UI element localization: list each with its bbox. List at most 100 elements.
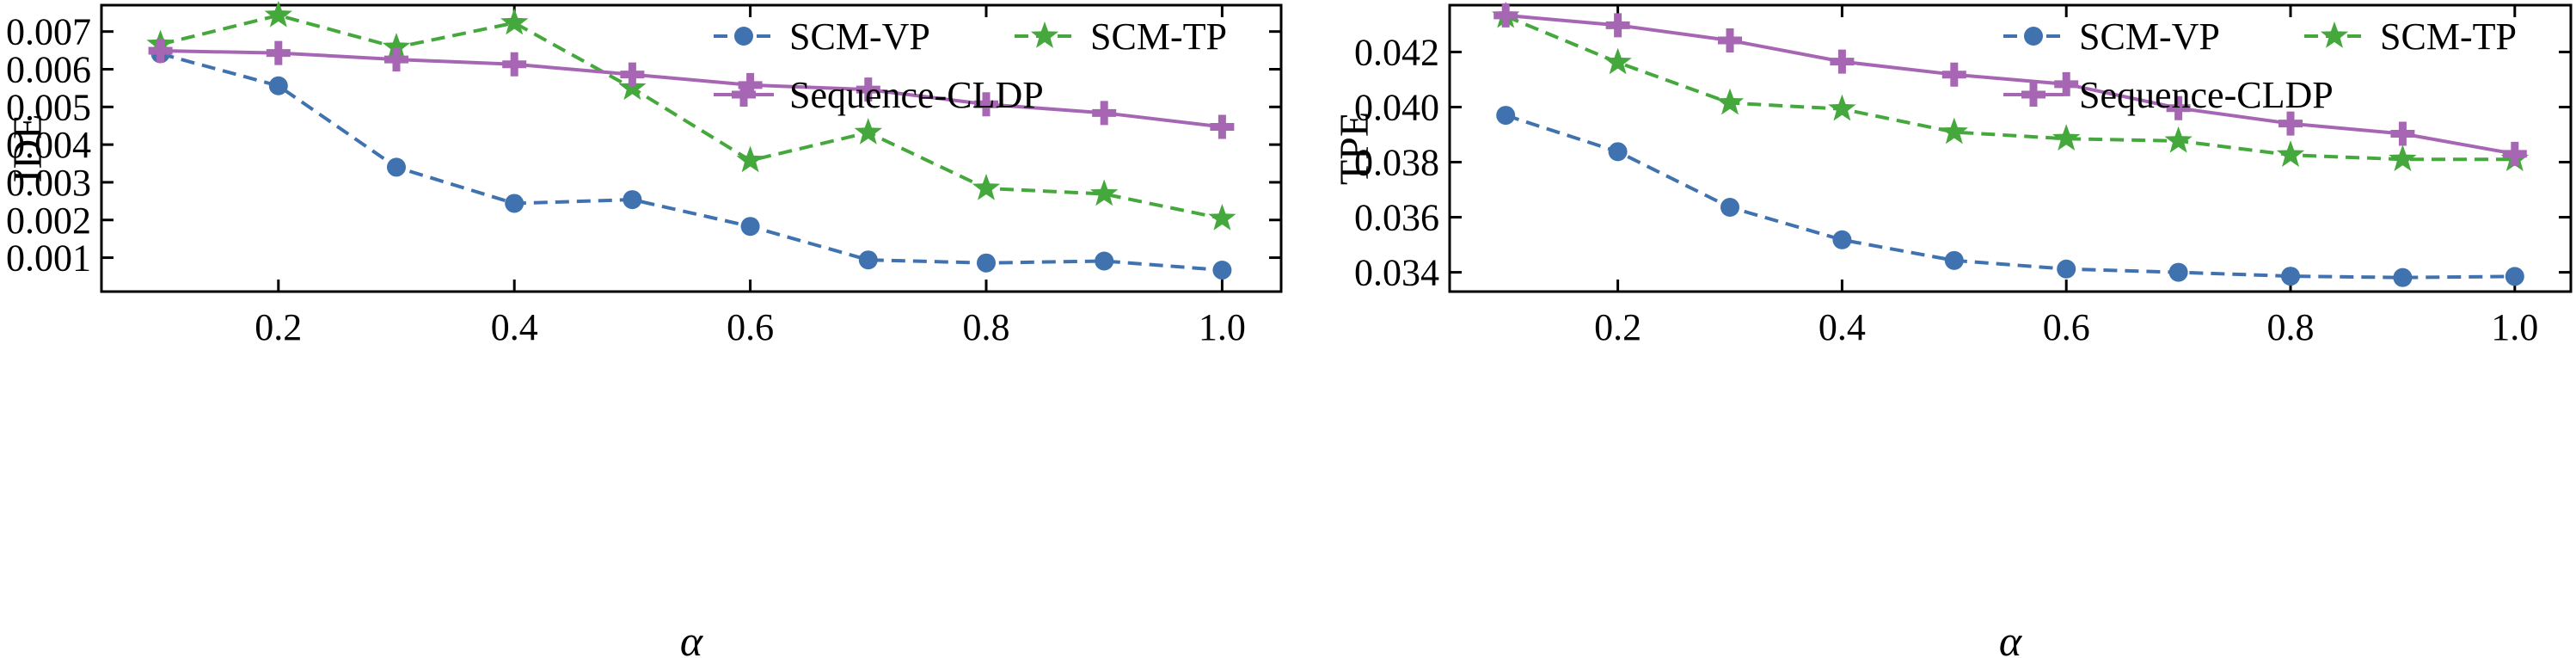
data-point xyxy=(2276,140,2305,167)
series-scm-vp xyxy=(1496,106,2524,287)
y-tick-label: 0.003 xyxy=(6,162,91,204)
data-point xyxy=(2052,124,2081,151)
x-tick-label: 0.4 xyxy=(491,306,538,348)
data-point xyxy=(854,118,882,145)
data-point xyxy=(1940,117,1968,145)
legend-marker xyxy=(732,83,756,107)
data-point xyxy=(2279,111,2303,136)
legend: SCM-VP SCM-TP Sequence-CLDP xyxy=(714,15,1227,116)
x-axis-label: α xyxy=(680,617,704,658)
data-point xyxy=(2393,268,2413,287)
data-point xyxy=(1944,250,1964,270)
data-point xyxy=(1210,114,1235,139)
x-tick-label: 0.2 xyxy=(255,306,302,348)
legend-label: Sequence-CLDP xyxy=(2079,74,2334,116)
legend-label: Sequence-CLDP xyxy=(789,74,1044,116)
data-point xyxy=(1830,49,1855,74)
data-point xyxy=(268,76,288,95)
x-tick-label: 0.4 xyxy=(1819,306,1866,348)
series-scm-vp xyxy=(150,44,1232,280)
y-tick-label: 0.007 xyxy=(6,11,91,53)
data-point xyxy=(1496,106,1516,126)
data-point xyxy=(736,145,764,173)
data-point xyxy=(2389,145,2417,172)
legend-marker xyxy=(734,27,753,46)
legend: SCM-VP SCM-TP Sequence-CLDP xyxy=(2003,15,2517,116)
series-line xyxy=(160,52,1223,273)
data-point xyxy=(382,33,411,59)
legend-marker xyxy=(1030,22,1059,48)
data-point xyxy=(148,39,173,64)
data-point xyxy=(2166,95,2191,120)
data-point xyxy=(1493,3,1518,28)
series-line xyxy=(160,49,1223,129)
data-point xyxy=(1092,101,1117,126)
data-point xyxy=(387,157,406,177)
y-tick-label: 0.001 xyxy=(6,237,91,280)
data-point xyxy=(1720,198,1739,218)
data-point xyxy=(738,72,763,97)
y-tick-label: 0.004 xyxy=(6,124,91,166)
data-point xyxy=(1715,88,1745,115)
x-tick-label: 0.8 xyxy=(2267,306,2315,348)
x-tick-label: 0.6 xyxy=(727,306,774,348)
legend-label: SCM-VP xyxy=(2079,15,2220,58)
series-line xyxy=(1505,114,2515,280)
series-scm-tp xyxy=(146,0,1236,231)
data-point xyxy=(1208,204,1236,231)
data-point xyxy=(2505,267,2524,286)
data-point xyxy=(1718,28,1742,52)
data-point xyxy=(505,194,524,213)
legend-marker xyxy=(2024,27,2043,46)
data-point xyxy=(856,77,880,102)
data-point xyxy=(2390,121,2415,146)
series-line xyxy=(160,13,1223,220)
data-point xyxy=(2057,259,2076,279)
data-point xyxy=(264,0,292,28)
data-point xyxy=(618,73,647,101)
data-point xyxy=(1608,142,1628,162)
y-tick-label: 0.005 xyxy=(6,86,91,128)
x-axis-label: α xyxy=(1999,617,2023,658)
data-point xyxy=(858,250,878,270)
data-point xyxy=(1605,13,1630,38)
data-point xyxy=(1095,251,1114,271)
legend-marker xyxy=(2021,83,2045,107)
data-point xyxy=(620,62,645,87)
y-tick-label: 0.038 xyxy=(1354,142,1439,184)
series-line xyxy=(1505,14,2515,162)
series-line xyxy=(1506,13,2516,156)
series-sequence-cldp xyxy=(1493,3,2527,166)
x-tick-label: 1.0 xyxy=(1199,306,1246,348)
chart-panel-2: 0.2 0.4 0.6 0.8 1.0 0.034 0.036 0.038 0.040 0.042… xyxy=(1332,1,2573,658)
legend-marker xyxy=(2320,22,2349,48)
y-tick-label: 0.036 xyxy=(1354,197,1439,239)
data-point xyxy=(2054,71,2079,96)
y-axis-label: IDE xyxy=(5,114,51,183)
x-tick-label: 0.2 xyxy=(1594,306,1641,348)
data-point xyxy=(2502,141,2527,166)
data-point xyxy=(740,217,760,237)
x-tick-label: 0.6 xyxy=(2043,306,2090,348)
data-point xyxy=(977,253,996,273)
plot-frame xyxy=(1448,3,2573,293)
data-point xyxy=(500,8,529,35)
data-point xyxy=(1832,230,1852,249)
legend-label: SCM-TP xyxy=(2380,15,2517,58)
data-point xyxy=(974,92,998,117)
y-axis-label: TPE xyxy=(1332,112,1377,185)
y-tick-label: 0.034 xyxy=(1354,252,1439,294)
chart-panel-1: 0.2 0.4 0.6 0.8 1.0 0.0010.0020.0030.0040.005… xyxy=(5,0,1283,658)
data-point xyxy=(266,40,291,65)
y-tick-label: 0.006 xyxy=(6,48,91,90)
legend-label: SCM-VP xyxy=(789,15,930,58)
data-point xyxy=(972,173,1001,200)
y-tick-label: 0.002 xyxy=(6,200,91,242)
data-point xyxy=(2168,262,2188,282)
data-point xyxy=(1212,261,1232,280)
data-point xyxy=(2164,126,2193,153)
legend-label: SCM-TP xyxy=(1090,15,1227,58)
data-point xyxy=(384,47,408,72)
data-point xyxy=(502,52,527,77)
